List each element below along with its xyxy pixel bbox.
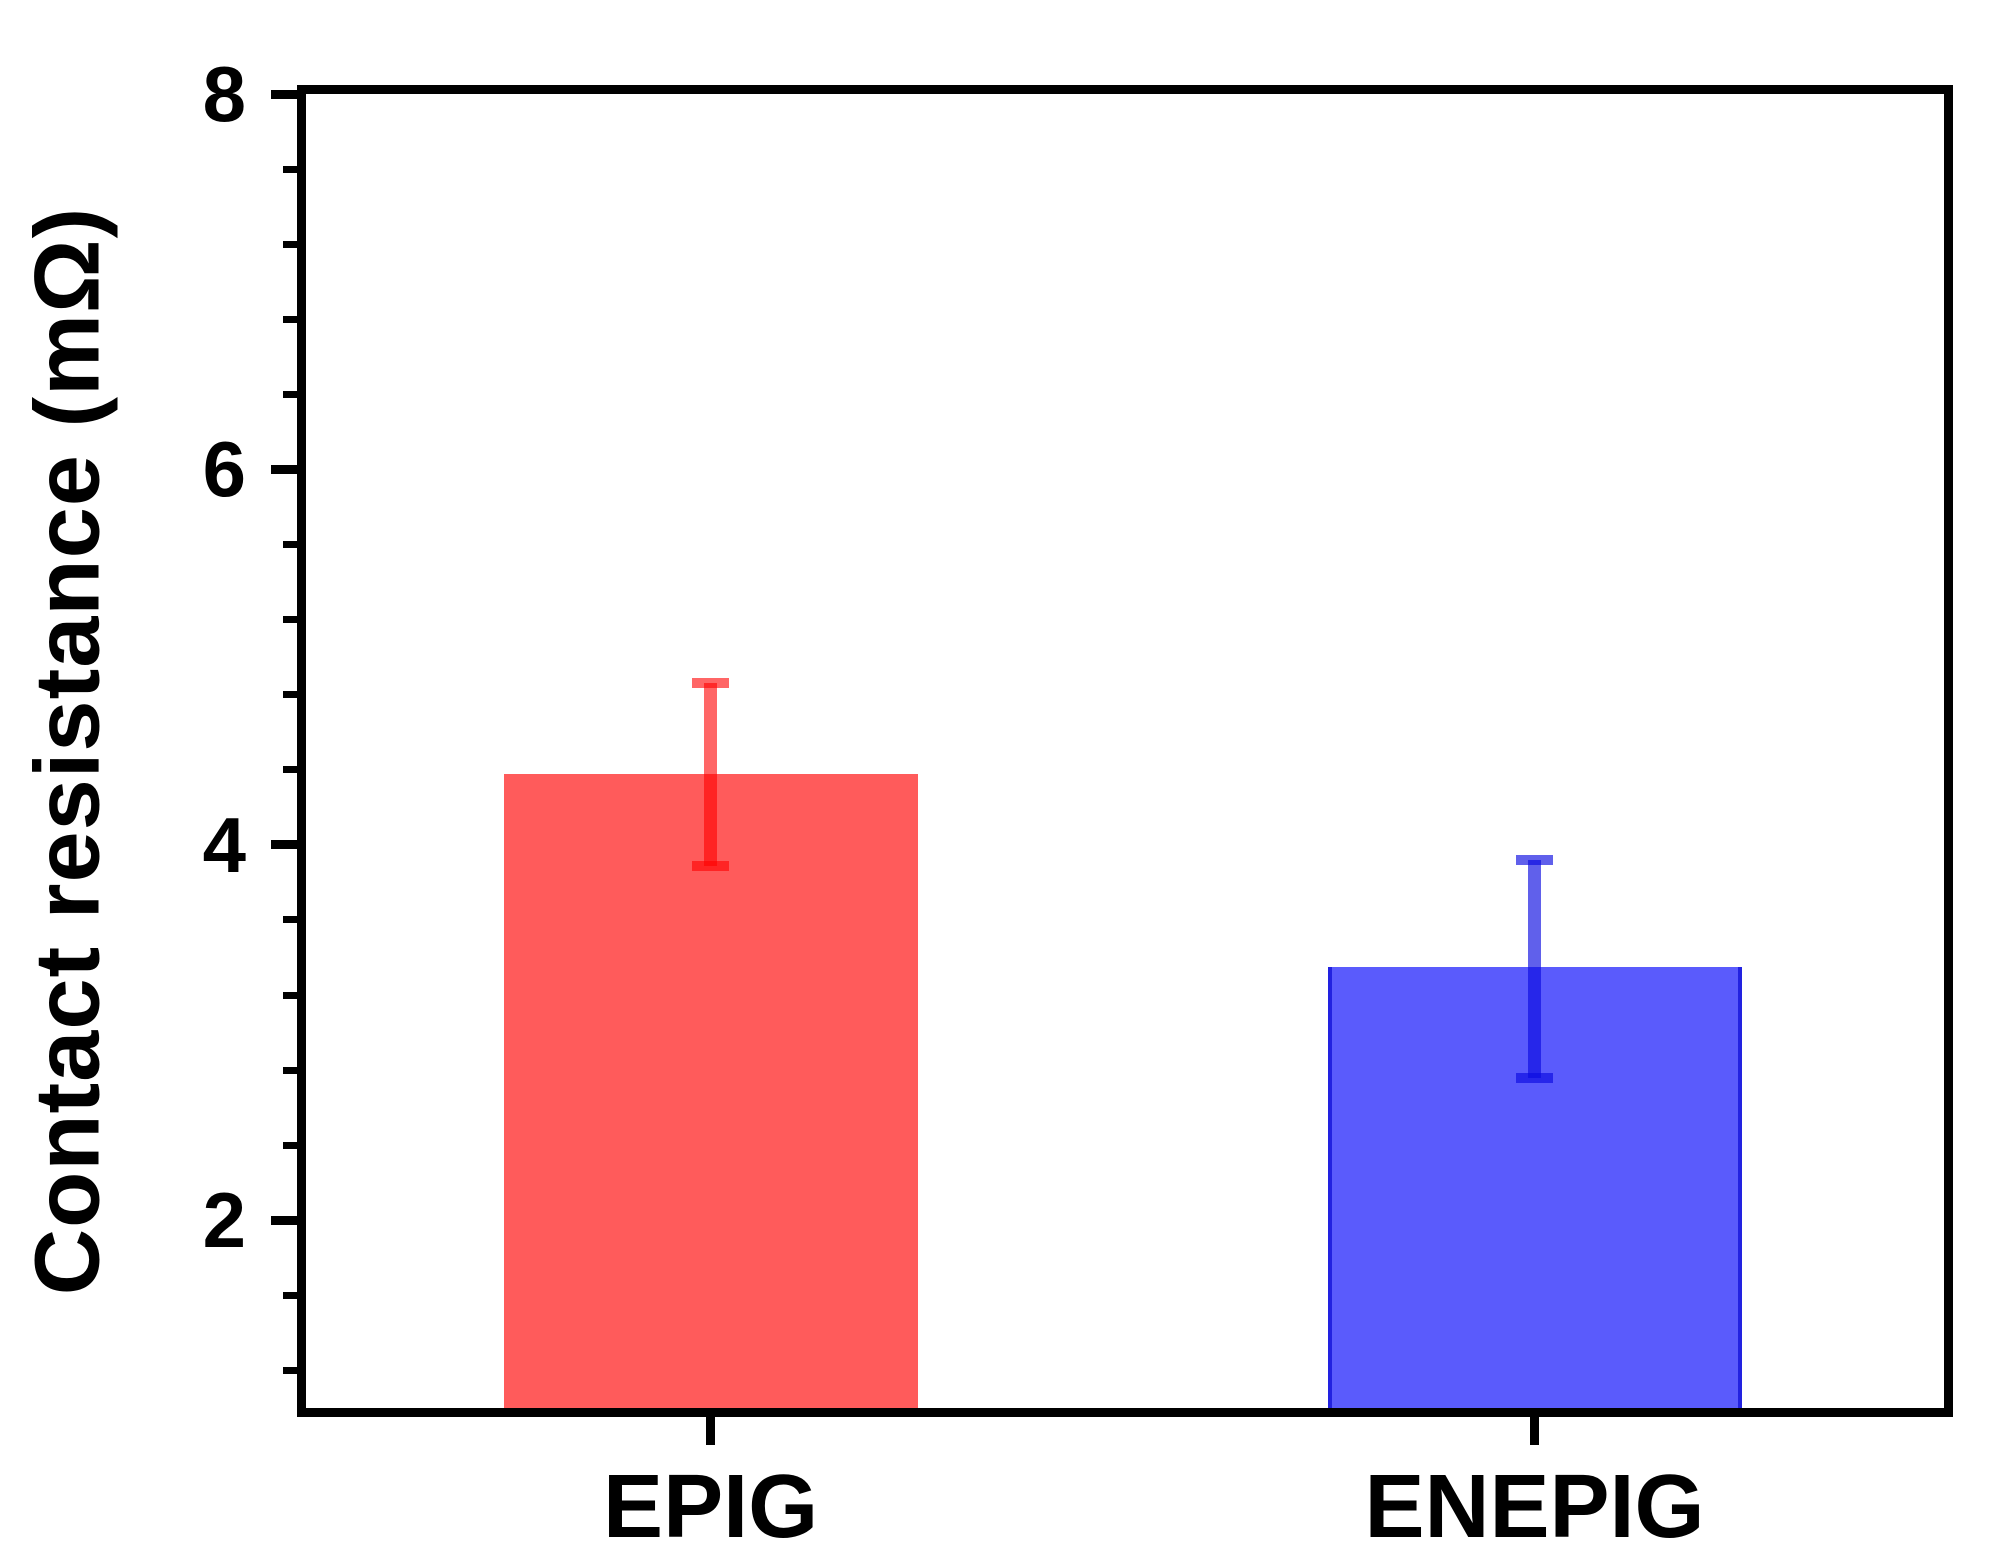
error-bar-cap-top: [692, 678, 730, 689]
y-major-tick: [271, 1215, 297, 1225]
x-tick-enepig: [1530, 1417, 1539, 1445]
y-minor-tick: [283, 315, 297, 323]
y-minor-tick: [283, 616, 297, 624]
error-bar-cap-bottom: [692, 860, 730, 871]
y-major-tick: [271, 89, 297, 99]
y-minor-tick: [283, 165, 297, 173]
y-major-tick: [271, 840, 297, 850]
error-bar-cap-top: [1516, 854, 1553, 865]
y-minor-tick: [283, 991, 297, 999]
y-tick-label: 8: [202, 50, 246, 138]
bar-epig: [503, 773, 918, 1408]
y-minor-tick: [283, 1291, 297, 1299]
y-minor-tick: [283, 1366, 297, 1374]
x-axis-label-enepig: ENEPIG: [1364, 1457, 1705, 1557]
y-minor-tick: [283, 1066, 297, 1074]
y-minor-tick: [283, 240, 297, 248]
y-minor-tick: [283, 691, 297, 699]
y-tick-label: 6: [202, 425, 246, 514]
y-major-tick: [271, 464, 297, 474]
y-axis-title: Contact resistance (mΩ): [16, 206, 119, 1296]
error-bar-line: [704, 683, 718, 866]
y-minor-tick: [283, 916, 297, 924]
y-minor-tick: [283, 1141, 297, 1149]
y-minor-tick: [283, 390, 297, 398]
error-bar-cap-bottom: [1516, 1072, 1553, 1083]
y-minor-tick: [283, 766, 297, 774]
x-axis-label-epig: EPIG: [603, 1457, 819, 1557]
y-tick-label: 4: [202, 800, 246, 889]
y-tick-label: 2: [202, 1176, 246, 1265]
error-bar-line: [1528, 859, 1541, 1078]
x-tick-epig: [706, 1417, 716, 1445]
y-minor-tick: [283, 541, 297, 548]
